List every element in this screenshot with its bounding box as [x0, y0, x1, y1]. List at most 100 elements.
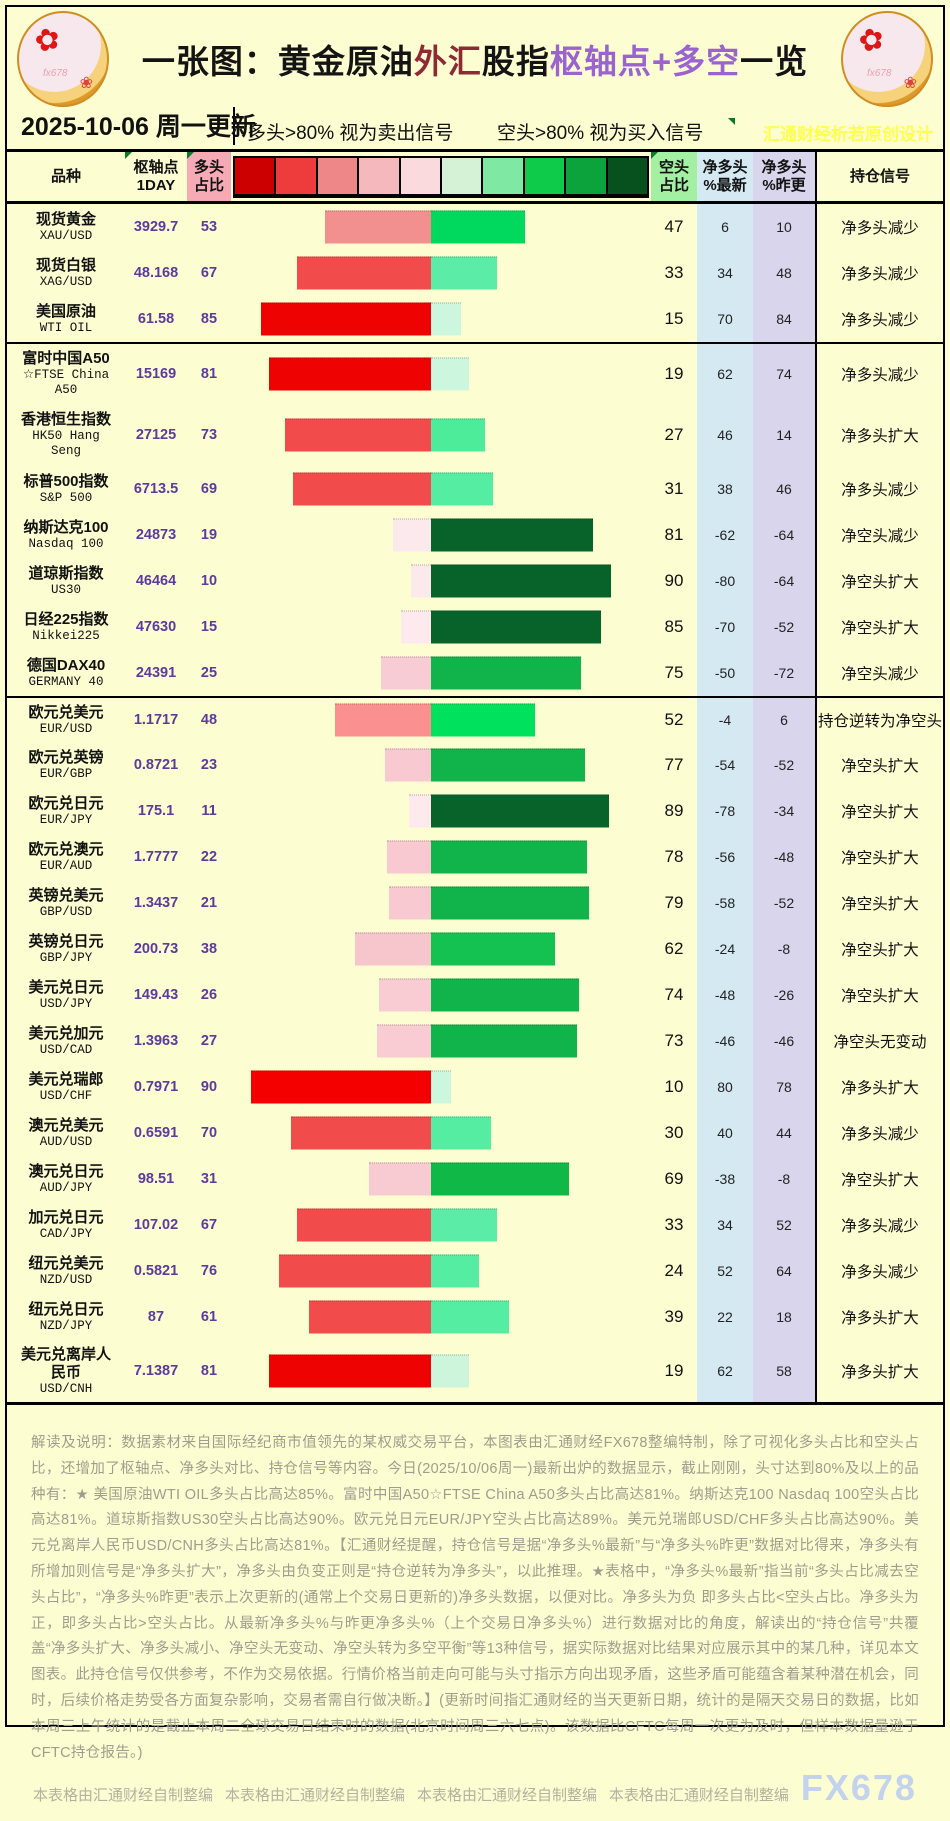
product-name-cn: 欧元兑澳元: [28, 840, 104, 858]
short-bar: [431, 978, 579, 1012]
pivot-value: 0.7971: [133, 1079, 179, 1095]
col-header-short-ratio: 空头 占比: [651, 152, 697, 201]
net-long-latest: -58: [697, 880, 753, 926]
short-bar: [431, 840, 587, 874]
scale-cell: [235, 157, 277, 194]
scale-cell: [276, 157, 318, 194]
position-bar: [231, 1202, 651, 1248]
table-row: 美元兑加元 USD/CAD 1.3963 27 73 -46 -46 净空头无变动: [7, 1018, 943, 1064]
signal-text: 净多头扩大: [815, 404, 943, 466]
net-long-latest: -62: [697, 512, 753, 558]
long-ratio-value: 61: [200, 1309, 218, 1325]
net-long-prev: -52: [753, 742, 815, 788]
signal-text: 净空头扩大: [815, 880, 943, 926]
position-bar: [231, 834, 651, 880]
table-header: 品种 枢轴点 1DAY 多头 占比 空头 占比 净多头 %最新 净多头 %昨更 …: [7, 152, 943, 204]
long-ratio-value: 48: [200, 712, 218, 728]
net-long-latest: -4: [697, 698, 753, 742]
table-row: 香港恒生指数 HK50 Hang Seng 27125 73 27 46 14 净多头扩大: [7, 404, 943, 466]
position-bar: [231, 604, 651, 650]
signal-text: 持仓逆转为净空头: [815, 698, 943, 742]
position-bar: [231, 1340, 651, 1402]
signal-text: 净空头减少: [815, 650, 943, 696]
net-long-latest: 40: [697, 1110, 753, 1156]
signal-text: 净空头扩大: [815, 604, 943, 650]
short-ratio-value: 47: [664, 217, 684, 236]
product-name-en: S&P 500: [39, 490, 93, 505]
pivot-value: 87: [147, 1309, 165, 1325]
product-name-cn: 纽元兑日元: [28, 1300, 104, 1318]
position-bar: [231, 926, 651, 972]
table-row: 欧元兑英镑 EUR/GBP 0.8721 23 77 -54 -52 净空头扩大: [7, 742, 943, 788]
net-long-prev: -46: [753, 1018, 815, 1064]
product-name-en: USD/CHF: [39, 1088, 93, 1103]
product-name-cn: 标普500指数: [23, 472, 109, 490]
table-row: 英镑兑美元 GBP/USD 1.3437 21 79 -58 -52 净空头扩大: [7, 880, 943, 926]
table-row: 英镑兑日元 GBP/JPY 200.73 38 62 -24 -8 净空头扩大: [7, 926, 943, 972]
color-scale-cells: [233, 155, 649, 198]
long-bar: [279, 1254, 431, 1288]
net-long-prev: 10: [753, 204, 815, 250]
net-long-prev: -64: [753, 512, 815, 558]
table-row: 现货黄金 XAU/USD 3929.7 53 47 6 10 净多头减少: [7, 204, 943, 250]
product-name-en: EUR/USD: [39, 721, 93, 736]
short-ratio-value: 30: [664, 1123, 684, 1142]
short-ratio-value: 52: [664, 710, 684, 729]
product-cell: 富时中国A50 ☆FTSE China A50: [7, 348, 125, 400]
fx678-watermark: FX678: [800, 1767, 917, 1809]
long-bar: [293, 472, 431, 506]
signal-text: 净空头扩大: [815, 926, 943, 972]
long-ratio-value: 53: [200, 219, 218, 235]
net-long-latest: -70: [697, 604, 753, 650]
pivot-value: 200.73: [133, 941, 179, 957]
product-name-cn: 欧元兑美元: [28, 703, 104, 721]
table-row: 美元兑离岸人 民币 USD/CNH 7.1387 81 19 62 58 净多头扩大: [7, 1340, 943, 1402]
long-bar: [387, 840, 431, 874]
product-name-cn: 美国原油: [35, 302, 96, 320]
long-bar: [393, 518, 431, 552]
product-name-cn: 纽元兑美元: [28, 1254, 104, 1272]
long-ratio-value: 81: [200, 366, 218, 382]
net-long-latest: 70: [697, 296, 753, 342]
long-ratio-value: 76: [200, 1263, 218, 1279]
table-row: 日经225指数 Nikkei225 47630 15 85 -70 -52 净空头扩大: [7, 604, 943, 650]
signal-text: 净空头扩大: [815, 788, 943, 834]
position-bar: [231, 512, 651, 558]
short-ratio-value: 15: [664, 309, 684, 328]
short-bar: [431, 1162, 569, 1196]
product-name-cn: 加元兑日元: [28, 1208, 104, 1226]
signal-text: 净多头减少: [815, 1110, 943, 1156]
short-ratio-value: 27: [664, 425, 684, 444]
pivot-value: 27125: [135, 427, 177, 443]
long-bar: [297, 1208, 431, 1242]
long-ratio-value: 22: [200, 849, 218, 865]
short-bar: [431, 932, 555, 966]
position-bar: [231, 250, 651, 296]
net-long-latest: 22: [697, 1294, 753, 1340]
long-ratio-value: 21: [200, 895, 218, 911]
flower-icon: ✿: [31, 21, 64, 60]
product-cell: 现货黄金 XAU/USD: [7, 209, 125, 246]
pivot-value: 1.3437: [133, 895, 179, 911]
product-cell: 美元兑离岸人 民币 USD/CNH: [7, 1344, 125, 1399]
product-cell: 纽元兑日元 NZD/JPY: [7, 1299, 125, 1336]
long-ratio-value: 69: [200, 481, 218, 497]
long-bar: [401, 610, 431, 644]
short-bar: [431, 1116, 491, 1150]
pivot-value: 0.6591: [133, 1125, 179, 1141]
product-name-cn: 欧元兑日元: [28, 794, 104, 812]
title-part: 一张图：黄金原油: [141, 43, 414, 80]
net-long-prev: -72: [753, 650, 815, 696]
fx678-logo-right: ✿ ❀ fx678: [841, 11, 933, 107]
short-ratio-value: 69: [664, 1169, 684, 1188]
net-long-latest: 34: [697, 1202, 753, 1248]
explanation-note: 解读及说明：数据素材来自国际经纪商市值领先的某权威交易平台，本图表由汇通财经FX…: [31, 1435, 919, 1761]
pivot-value: 149.43: [133, 987, 179, 1003]
short-ratio-value: 19: [664, 1361, 684, 1380]
long-bar: [409, 794, 431, 828]
position-bar: [231, 296, 651, 342]
short-ratio-value: 85: [664, 617, 684, 636]
signal-text: 净空头无变动: [815, 1018, 943, 1064]
table-row: 美元兑日元 USD/JPY 149.43 26 74 -48 -26 净空头扩大: [7, 972, 943, 1018]
product-name-en: WTI OIL: [39, 320, 93, 335]
